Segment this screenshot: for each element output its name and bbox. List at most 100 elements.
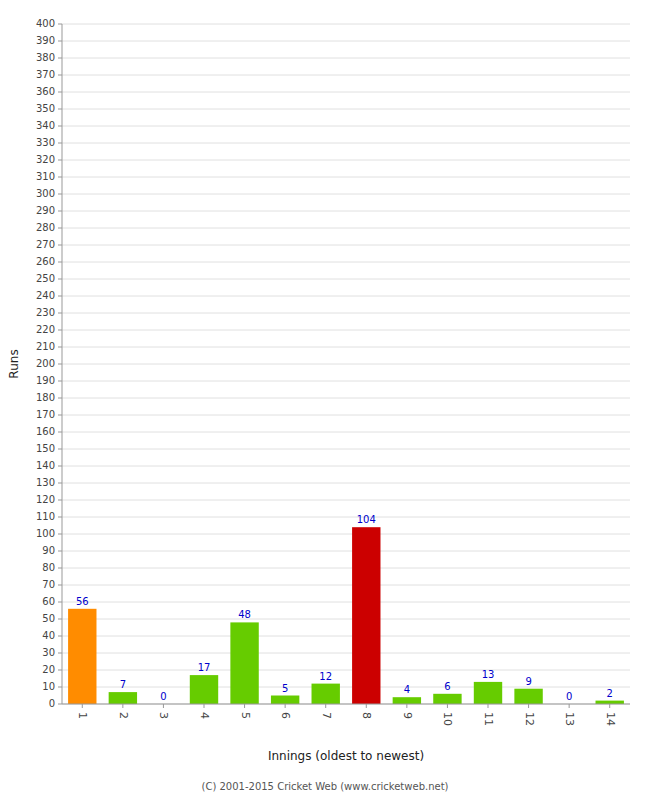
grid-line <box>62 568 630 569</box>
y-tick-label: 200 <box>36 358 55 369</box>
grid-line <box>62 41 630 42</box>
y-tick-label: 210 <box>36 341 55 352</box>
data-label: 0 <box>566 691 572 702</box>
y-tick <box>58 619 62 620</box>
y-tick <box>58 296 62 297</box>
y-tick-label: 20 <box>42 664 55 675</box>
data-label: 5 <box>282 683 288 694</box>
grid-line <box>62 109 630 110</box>
grid-line <box>62 619 630 620</box>
y-tick-label: 350 <box>36 103 55 114</box>
y-tick <box>58 109 62 110</box>
y-tick <box>58 449 62 450</box>
x-tick-label: 5 <box>239 712 252 719</box>
y-tick-label: 280 <box>36 222 55 233</box>
data-label: 0 <box>160 691 166 702</box>
data-label: 12 <box>319 671 332 682</box>
x-tick <box>204 704 205 708</box>
grid-line <box>62 483 630 484</box>
y-tick <box>58 585 62 586</box>
grid <box>62 24 630 704</box>
y-axis: 0102030405060708090100110120130140150160… <box>36 18 62 709</box>
y-tick-label: 340 <box>36 120 55 131</box>
grid-line <box>62 262 630 263</box>
bar <box>109 692 137 704</box>
y-tick <box>58 568 62 569</box>
grid-line <box>62 24 630 25</box>
bar <box>433 694 461 704</box>
y-tick-label: 230 <box>36 307 55 318</box>
grid-line <box>62 228 630 229</box>
bar <box>312 684 340 704</box>
bar <box>68 609 96 704</box>
grid-line <box>62 687 630 688</box>
x-tick <box>122 704 123 708</box>
x-tick-label: 10 <box>441 712 454 726</box>
x-tick <box>488 704 489 708</box>
bar <box>514 689 542 704</box>
x-tick-label: 9 <box>401 712 414 719</box>
y-tick-label: 370 <box>36 69 55 80</box>
y-tick-label: 400 <box>36 18 55 29</box>
grid-line <box>62 670 630 671</box>
x-tick <box>244 704 245 708</box>
y-tick <box>58 364 62 365</box>
x-axis-label: Innings (oldest to newest) <box>268 749 424 763</box>
x-axis: 1234567891011121314 <box>76 704 616 726</box>
y-tick-label: 160 <box>36 426 55 437</box>
grid-line <box>62 636 630 637</box>
y-tick-label: 390 <box>36 35 55 46</box>
y-tick-label: 320 <box>36 154 55 165</box>
data-label: 56 <box>76 596 89 607</box>
bar <box>352 527 380 704</box>
x-tick <box>82 704 83 708</box>
bars <box>68 527 624 704</box>
x-tick <box>528 704 529 708</box>
y-tick <box>58 670 62 671</box>
bar <box>393 697 421 704</box>
x-tick-label: 8 <box>360 712 373 719</box>
y-tick-label: 130 <box>36 477 55 488</box>
grid-line <box>62 330 630 331</box>
grid-line <box>62 585 630 586</box>
y-tick <box>58 466 62 467</box>
bar <box>474 682 502 704</box>
y-tick-label: 100 <box>36 528 55 539</box>
x-axis-line <box>62 704 630 705</box>
y-tick <box>58 330 62 331</box>
y-tick-label: 220 <box>36 324 55 335</box>
y-tick <box>58 58 62 59</box>
y-tick-label: 150 <box>36 443 55 454</box>
y-axis-label: Runs <box>7 349 21 378</box>
grid-line <box>62 653 630 654</box>
y-tick-label: 170 <box>36 409 55 420</box>
y-tick <box>58 551 62 552</box>
footer: (C) 2001-2015 Cricket Web (www.cricketwe… <box>202 781 449 792</box>
x-tick <box>163 704 164 708</box>
y-tick-label: 10 <box>42 681 55 692</box>
y-tick <box>58 126 62 127</box>
grid-line <box>62 126 630 127</box>
y-tick <box>58 534 62 535</box>
y-tick-label: 260 <box>36 256 55 267</box>
y-tick <box>58 92 62 93</box>
grid-line <box>62 704 630 705</box>
grid-line <box>62 364 630 365</box>
y-tick-label: 310 <box>36 171 55 182</box>
y-tick <box>58 41 62 42</box>
data-label: 6 <box>444 681 450 692</box>
x-tick-label: 6 <box>279 712 292 719</box>
grid-line <box>62 194 630 195</box>
x-tick <box>569 704 570 708</box>
grid-line <box>62 534 630 535</box>
y-tick-label: 240 <box>36 290 55 301</box>
x-tick-label: 12 <box>523 712 536 726</box>
y-tick-label: 140 <box>36 460 55 471</box>
y-tick <box>58 687 62 688</box>
y-tick-label: 90 <box>42 545 55 556</box>
y-tick <box>58 313 62 314</box>
grid-line <box>62 296 630 297</box>
data-label: 7 <box>120 679 126 690</box>
data-label: 48 <box>238 609 251 620</box>
x-tick-label: 1 <box>76 712 89 719</box>
